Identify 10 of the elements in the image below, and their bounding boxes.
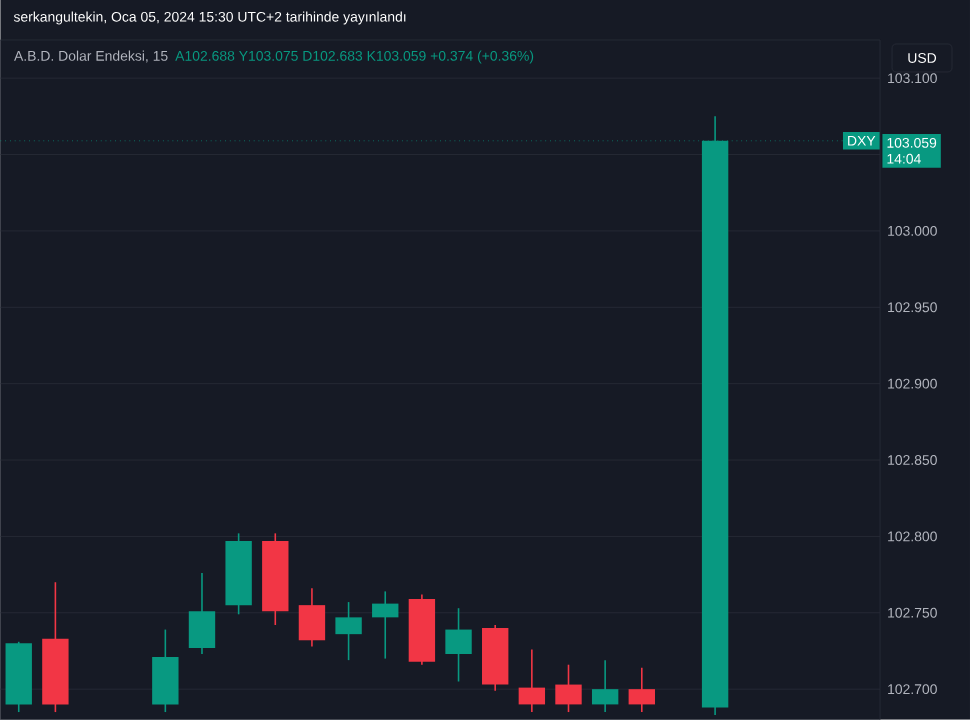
- candlestick: [335, 601, 362, 661]
- candlestick: [152, 628, 179, 713]
- candlestick: [372, 590, 399, 660]
- candlestick: [628, 666, 655, 713]
- candlestick: [188, 572, 216, 655]
- candlestick: [298, 587, 326, 648]
- candlestick: [591, 659, 619, 713]
- candlestick: [445, 607, 472, 683]
- candlestick: [518, 648, 546, 713]
- candlestick: [555, 663, 582, 713]
